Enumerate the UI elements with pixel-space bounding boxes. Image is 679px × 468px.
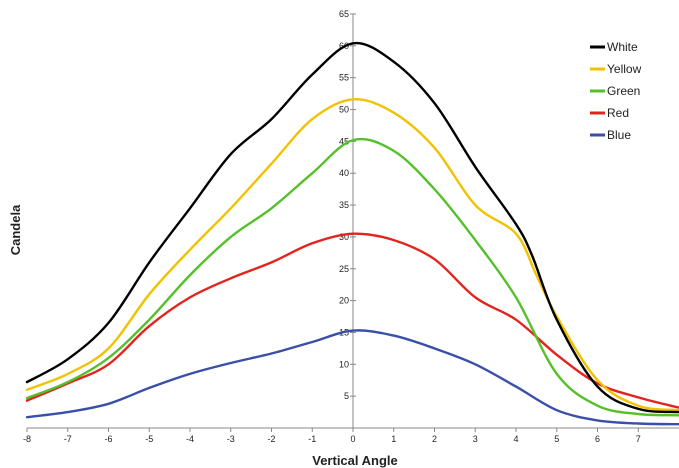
x-tick-label: 5 [554, 434, 559, 444]
legend-label-red: Red [607, 106, 629, 120]
y-tick-label: 45 [339, 136, 349, 146]
x-tick-label: 7 [636, 434, 641, 444]
x-tick-label: -7 [64, 434, 72, 444]
series-layer [25, 41, 679, 426]
x-tick-label: -4 [186, 434, 194, 444]
legend-label-yellow: Yellow [607, 62, 642, 76]
y-axis-title: Candela [8, 204, 23, 255]
x-tick-label: -6 [104, 434, 112, 444]
series-line-red [25, 232, 679, 409]
x-tick-label: 1 [391, 434, 396, 444]
series-line-green [25, 137, 679, 417]
axes: -8 -7 -6 -5 -4 -3 -2 -1 0 1 2 3 4 5 6 75101520253035404… [23, 9, 679, 444]
series-line-blue [25, 329, 679, 426]
x-tick-label: 6 [595, 434, 600, 444]
y-tick-label: 10 [339, 359, 349, 369]
x-axis-title: Vertical Angle [312, 453, 398, 468]
legend-label-green: Green [607, 84, 640, 98]
y-tick-label: 40 [339, 168, 349, 178]
y-tick-label: 25 [339, 264, 349, 274]
x-tick-label: -2 [267, 434, 275, 444]
series-line-yellow [25, 98, 679, 412]
y-tick-label: 20 [339, 296, 349, 306]
x-tick-label: 4 [513, 434, 518, 444]
y-tick-label: 30 [339, 232, 349, 242]
x-tick-label: -8 [23, 434, 31, 444]
x-tick-label: -5 [145, 434, 153, 444]
y-tick-label: 55 [339, 73, 349, 83]
legend-label-blue: Blue [607, 128, 631, 142]
x-tick-label: -3 [227, 434, 235, 444]
x-tick-label: 0 [350, 434, 355, 444]
y-tick-label: 5 [344, 391, 349, 401]
x-tick-label: 3 [473, 434, 478, 444]
legend-label-white: White [607, 40, 638, 54]
y-tick-label: 50 [339, 105, 349, 115]
y-tick-label: 65 [339, 9, 349, 19]
legend: White Yellow Green Red Blue [590, 40, 642, 142]
x-tick-label: -1 [308, 434, 316, 444]
x-tick-label: 2 [432, 434, 437, 444]
y-tick-label: 35 [339, 200, 349, 210]
series-line-white [25, 41, 679, 414]
